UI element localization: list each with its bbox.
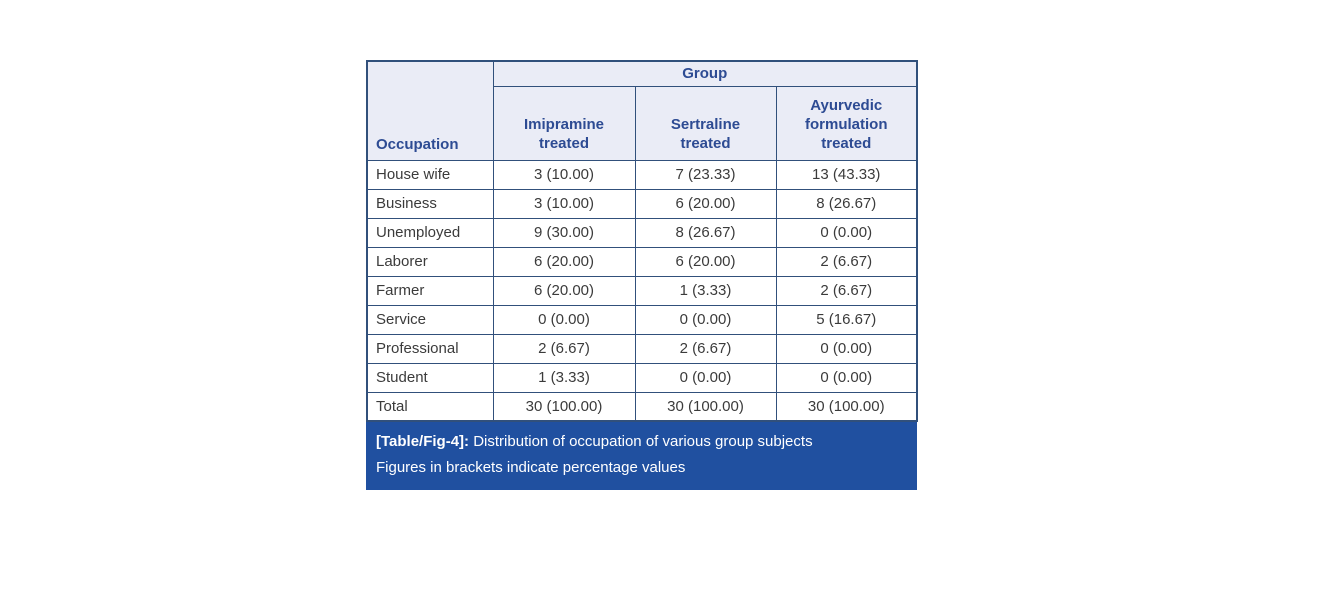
column-header-ayurvedic: Ayurvedic formulation treated [775, 85, 918, 161]
table-row-laborer: Laborer 6 (20.00) 6 (20.00) 2 (6.67) [366, 246, 918, 277]
value-cell: 6 (20.00) [492, 246, 636, 277]
occupation-cell: Total [366, 391, 494, 422]
value-cell: 0 (0.00) [775, 217, 918, 248]
value-cell: 8 (26.67) [775, 188, 918, 219]
table-row-house-wife: House wife 3 (10.00) 7 (23.33) 13 (43.33… [366, 159, 918, 190]
column-header-label: Sertraline treated [670, 115, 741, 152]
group-header-row: Occupation Group [366, 60, 918, 161]
column-header-sertraline: Sertraline treated [634, 85, 777, 161]
table-caption-bar: [Table/Fig-4]: Distribution of occupatio… [366, 422, 917, 490]
caption-title: Distribution of occupation of various gr… [473, 433, 813, 450]
value-cell: 30 (100.00) [775, 391, 918, 422]
column-header-imipramine: Imipramine treated [492, 85, 636, 161]
value-cell: 13 (43.33) [775, 159, 918, 190]
value-cell: 0 (0.00) [492, 304, 636, 335]
value-cell: 3 (10.00) [492, 188, 636, 219]
column-header-label: Ayurvedic formulation treated [805, 96, 888, 152]
caption-line-1: [Table/Fig-4]: Distribution of occupatio… [376, 429, 907, 455]
value-cell: 0 (0.00) [634, 304, 777, 335]
occupation-distribution-table: Occupation Group Imipramine treated Sert… [366, 60, 918, 422]
occupation-cell: Laborer [366, 246, 494, 277]
value-cell: 8 (26.67) [634, 217, 777, 248]
value-cell: 2 (6.67) [492, 333, 636, 364]
value-cell: 1 (3.33) [634, 275, 777, 306]
column-header-row: Imipramine treated Sertraline treated Ay… [367, 85, 918, 161]
value-cell: 2 (6.67) [775, 275, 918, 306]
value-cell: 3 (10.00) [492, 159, 636, 190]
occupation-cell: Professional [366, 333, 494, 364]
value-cell: 7 (23.33) [634, 159, 777, 190]
caption-figure-label: [Table/Fig-4]: [376, 433, 470, 450]
table-row-farmer: Farmer 6 (20.00) 1 (3.33) 2 (6.67) [366, 275, 918, 306]
value-cell: 0 (0.00) [775, 333, 918, 364]
table-row-student: Student 1 (3.33) 0 (0.00) 0 (0.00) [366, 362, 918, 393]
caption-line-2: Figures in brackets indicate percentage … [376, 455, 907, 481]
occupation-column-header: Occupation [366, 60, 494, 161]
occupation-cell: Business [366, 188, 494, 219]
occupation-cell: Farmer [366, 275, 494, 306]
value-cell: 6 (20.00) [634, 246, 777, 277]
table-row-service: Service 0 (0.00) 0 (0.00) 5 (16.67) [366, 304, 918, 335]
value-cell: 2 (6.67) [634, 333, 777, 364]
table-row-business: Business 3 (10.00) 6 (20.00) 8 (26.67) [366, 188, 918, 219]
value-cell: 6 (20.00) [634, 188, 777, 219]
caption-note: Figures in brackets indicate percentage … [376, 459, 686, 476]
value-cell: 9 (30.00) [492, 217, 636, 248]
occupation-cell: Student [366, 362, 494, 393]
occupation-cell: House wife [366, 159, 494, 190]
table-figure: Occupation Group Imipramine treated Sert… [366, 60, 918, 490]
value-cell: 6 (20.00) [492, 275, 636, 306]
table-row-total: Total 30 (100.00) 30 (100.00) 30 (100.00… [366, 391, 918, 422]
table-row-professional: Professional 2 (6.67) 2 (6.67) 0 (0.00) [366, 333, 918, 364]
group-header: Group [492, 60, 918, 87]
value-cell: 5 (16.67) [775, 304, 918, 335]
value-cell: 2 (6.67) [775, 246, 918, 277]
column-header-label: Imipramine treated [523, 115, 605, 152]
occupation-cell: Service [366, 304, 494, 335]
value-cell: 30 (100.00) [634, 391, 777, 422]
value-cell: 30 (100.00) [492, 391, 636, 422]
value-cell: 0 (0.00) [775, 362, 918, 393]
occupation-cell: Unemployed [366, 217, 494, 248]
table-row-unemployed: Unemployed 9 (30.00) 8 (26.67) 0 (0.00) [366, 217, 918, 248]
value-cell: 0 (0.00) [634, 362, 777, 393]
value-cell: 1 (3.33) [492, 362, 636, 393]
